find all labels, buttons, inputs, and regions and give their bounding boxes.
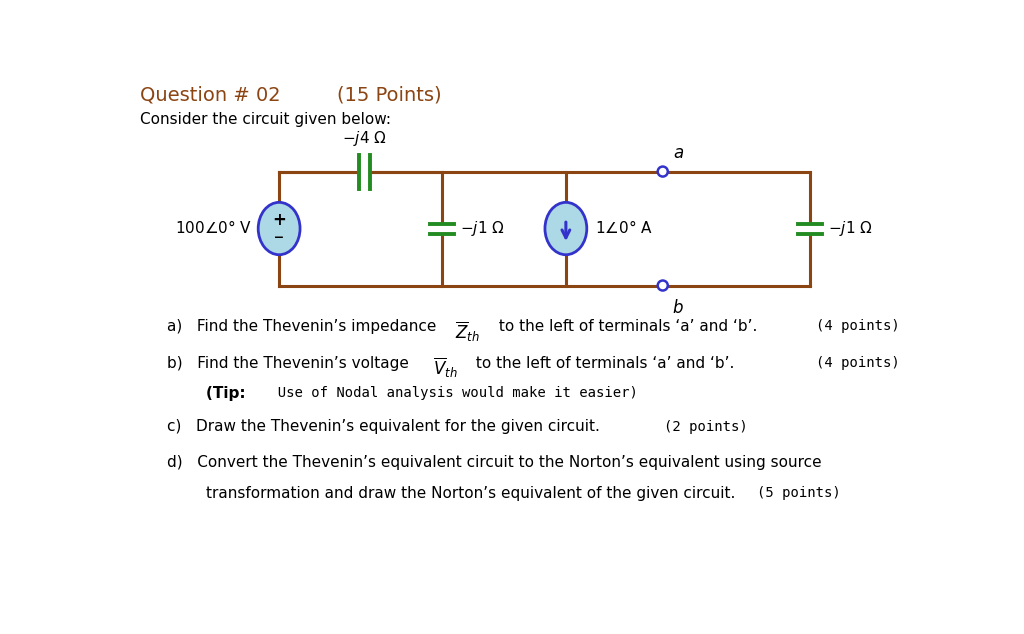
Circle shape	[657, 167, 668, 176]
Ellipse shape	[545, 202, 587, 255]
Text: transformation and draw the Norton’s equivalent of the given circuit.: transformation and draw the Norton’s equ…	[206, 486, 735, 501]
Text: (2 points): (2 points)	[665, 420, 749, 434]
Circle shape	[657, 280, 668, 290]
Text: $\overline{Z}_{th}$: $\overline{Z}_{th}$	[455, 320, 480, 344]
Text: b)   Find the Thevenin’s voltage: b) Find the Thevenin’s voltage	[167, 356, 414, 371]
Text: a)   Find the Thevenin’s impedance: a) Find the Thevenin’s impedance	[167, 320, 441, 334]
Text: 1$\angle$0° A: 1$\angle$0° A	[595, 219, 652, 235]
Text: (​Tip:: (​Tip:	[206, 386, 245, 401]
Text: +: +	[272, 211, 286, 229]
Text: (5 points): (5 points)	[758, 486, 841, 500]
Text: 100$\angle$0° V: 100$\angle$0° V	[175, 219, 252, 235]
Text: to the left of terminals ‘a’ and ‘b’.: to the left of terminals ‘a’ and ‘b’.	[471, 356, 734, 371]
Text: –: –	[274, 228, 284, 247]
Text: (15 Points): (15 Points)	[337, 86, 442, 105]
Ellipse shape	[258, 202, 300, 255]
Text: a: a	[674, 143, 684, 162]
Text: (4 points): (4 points)	[816, 356, 900, 370]
Text: Consider the circuit given below:: Consider the circuit given below:	[139, 112, 390, 127]
Text: Question # 02: Question # 02	[139, 86, 281, 105]
Text: $\overline{V}_{th}$: $\overline{V}_{th}$	[433, 356, 458, 380]
Text: d)   Convert the Thevenin’s equivalent circuit to the Norton’s equivalent using : d) Convert the Thevenin’s equivalent cir…	[167, 455, 821, 470]
Text: to the left of terminals ‘a’ and ‘b’.: to the left of terminals ‘a’ and ‘b’.	[494, 320, 757, 334]
Text: b: b	[672, 299, 683, 318]
Text: c)   Draw the Thevenin’s equivalent for the given circuit.: c) Draw the Thevenin’s equivalent for th…	[167, 420, 600, 434]
Text: $-j1\ \Omega$: $-j1\ \Omega$	[827, 219, 872, 238]
Text: $-j4\ \Omega$: $-j4\ \Omega$	[342, 129, 387, 148]
Text: $-j1\ \Omega$: $-j1\ \Omega$	[460, 219, 505, 238]
Text: (4 points): (4 points)	[816, 320, 900, 333]
Text: Use of Nodal analysis would make it easier): Use of Nodal analysis would make it easi…	[261, 386, 638, 401]
